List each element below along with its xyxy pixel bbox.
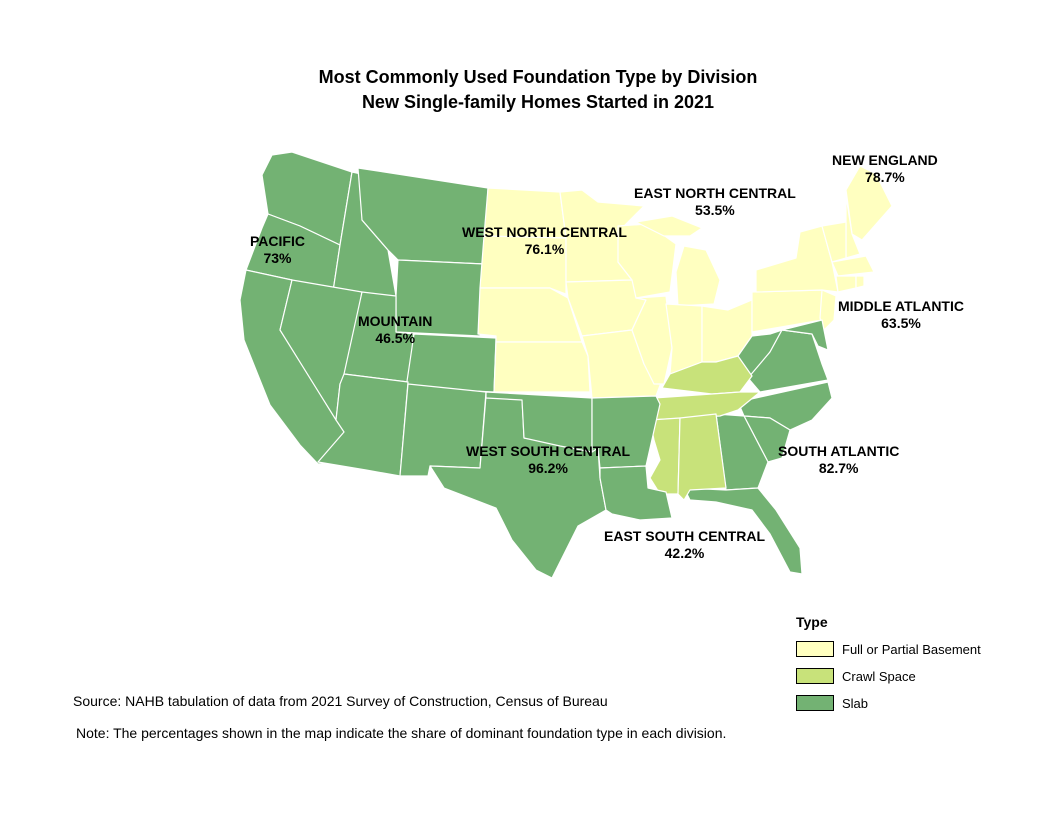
state-alabama: [677, 413, 727, 501]
region-name: SOUTH ATLANTIC: [778, 443, 900, 459]
region-label-middle-atlantic: MIDDLE ATLANTIC 63.5%: [838, 298, 964, 332]
region-value: 96.2%: [528, 460, 568, 476]
legend-item-crawl-space: Crawl Space: [796, 667, 916, 685]
region-label-south-atlantic: SOUTH ATLANTIC 82.7%: [778, 443, 899, 477]
state-nebraska: [477, 287, 583, 343]
legend-swatch-basement: [796, 641, 834, 657]
region-value: 82.7%: [818, 460, 859, 476]
state-virginia: [747, 329, 829, 393]
region-value: 42.2%: [664, 545, 705, 561]
region-value: 73%: [263, 250, 292, 266]
state-florida: [683, 487, 803, 575]
region-label-pacific: PACIFIC 73%: [250, 233, 305, 267]
legend-item-basement: Full or Partial Basement: [796, 640, 981, 658]
region-label-new-england: NEW ENGLAND 78.7%: [832, 152, 938, 186]
state-new-jersey: [819, 289, 837, 331]
source-text: Source: NAHB tabulation of data from 202…: [73, 693, 608, 709]
legend-label: Full or Partial Basement: [842, 641, 981, 657]
legend-item-slab: Slab: [796, 694, 868, 712]
region-label-west-north-central: WEST NORTH CENTRAL 76.1%: [462, 224, 627, 258]
state-michigan-lower: [675, 245, 721, 307]
state-connecticut: [835, 275, 857, 293]
legend-swatch-slab: [796, 695, 834, 711]
region-name: PACIFIC: [250, 233, 305, 249]
state-maryland-delaware: [781, 319, 829, 351]
region-value: 78.7%: [865, 169, 905, 185]
region-name: WEST SOUTH CENTRAL: [466, 443, 631, 459]
state-rhode-island: [855, 275, 865, 289]
legend-title: Type: [796, 614, 828, 630]
note-text: Note: The percentages shown in the map i…: [76, 725, 727, 741]
region-value: 46.5%: [375, 330, 416, 346]
state-kansas: [493, 341, 591, 393]
state-michigan-upper: [635, 215, 703, 237]
region-value: 63.5%: [881, 315, 921, 331]
state-massachusetts: [831, 255, 875, 277]
map-title-line2: New Single-family Homes Started in 2021: [361, 92, 715, 112]
legend-label: Crawl Space: [842, 668, 916, 684]
region-value: 53.5%: [695, 202, 735, 218]
region-name: EAST SOUTH CENTRAL: [604, 528, 765, 544]
region-name: NEW ENGLAND: [832, 152, 938, 168]
region-name: MOUNTAIN: [358, 313, 433, 329]
state-south-dakota: [479, 235, 567, 295]
region-label-east-north-central: EAST NORTH CENTRAL 53.5%: [634, 185, 796, 219]
region-name: WEST NORTH CENTRAL: [462, 224, 627, 240]
region-value: 76.1%: [524, 241, 565, 257]
region-label-mountain: MOUNTAIN 46.5%: [358, 313, 432, 347]
map-title-line1: Most Commonly Used Foundation Type by Di…: [318, 67, 758, 87]
legend-swatch-crawl-space: [796, 668, 834, 684]
region-label-west-south-central: WEST SOUTH CENTRAL 96.2%: [466, 443, 630, 477]
region-name: EAST NORTH CENTRAL: [634, 185, 796, 201]
legend-label: Slab: [842, 695, 869, 711]
state-louisiana: [599, 465, 673, 521]
region-name: MIDDLE ATLANTIC: [838, 298, 964, 314]
state-wyoming: [395, 259, 485, 337]
region-label-east-south-central: EAST SOUTH CENTRAL 42.2%: [604, 528, 765, 562]
state-vermont: [821, 221, 847, 263]
